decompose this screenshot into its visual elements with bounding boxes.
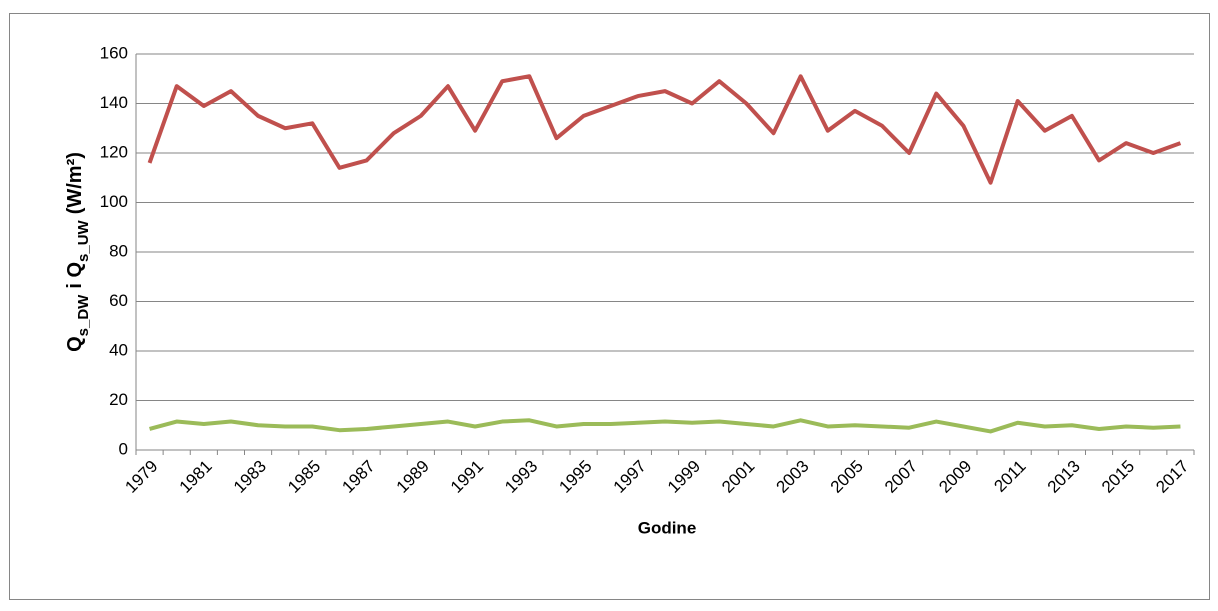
y-tick-label: 40 [109, 340, 128, 359]
data-line [149, 418, 1181, 434]
y-tick-label: 0 [119, 439, 128, 458]
y-title-part: i Q [64, 262, 86, 289]
y-title-subscript: s_UW [75, 219, 92, 262]
y-tick-label: 20 [109, 390, 128, 409]
y-tick-label: 160 [100, 43, 128, 62]
y-tick-label: 60 [109, 291, 128, 310]
y-title-part: Q [64, 336, 86, 352]
y-tick-label: 100 [100, 192, 128, 211]
y-axis-title: Qs_DW i Qs_UW (W/m²) [64, 152, 92, 352]
y-title-subscript: s_DW [75, 294, 92, 337]
y-title-part: (W/m²) [64, 152, 86, 214]
y-tick-label: 80 [109, 241, 128, 260]
chart-border [9, 13, 1210, 600]
data-line [147, 74, 1182, 185]
x-axis-title: Godine [638, 518, 697, 537]
y-tick-label: 120 [100, 142, 128, 161]
y-tick-label: 140 [100, 93, 128, 112]
